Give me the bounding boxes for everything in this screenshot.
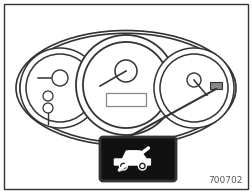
Circle shape (138, 162, 146, 170)
Circle shape (119, 162, 128, 170)
Polygon shape (122, 151, 142, 159)
Bar (210, 82, 222, 89)
Circle shape (140, 164, 144, 168)
Bar (106, 93, 146, 106)
Polygon shape (114, 151, 150, 165)
Circle shape (26, 54, 94, 122)
Text: 700702: 700702 (209, 176, 243, 185)
FancyBboxPatch shape (100, 137, 176, 181)
Circle shape (20, 48, 100, 128)
Ellipse shape (20, 33, 232, 143)
Circle shape (160, 54, 228, 122)
Circle shape (76, 35, 176, 135)
Circle shape (187, 73, 201, 87)
Ellipse shape (16, 30, 236, 146)
Circle shape (121, 164, 125, 168)
Circle shape (154, 48, 234, 128)
Circle shape (43, 103, 53, 113)
Circle shape (83, 42, 169, 128)
Circle shape (52, 70, 68, 86)
Circle shape (115, 60, 137, 82)
Circle shape (43, 91, 53, 101)
